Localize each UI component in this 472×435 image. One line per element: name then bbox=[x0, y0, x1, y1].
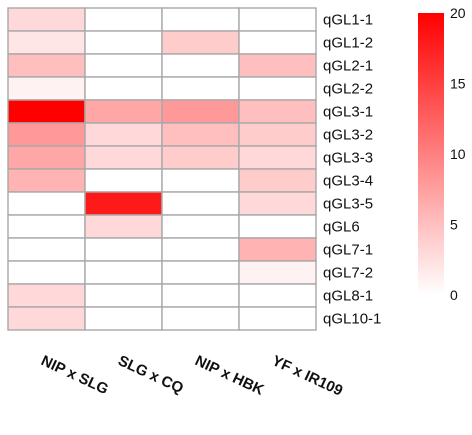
row-label: qGL2-2 bbox=[323, 81, 373, 98]
heatmap-cell bbox=[161, 7, 240, 32]
heatmap-cell bbox=[161, 30, 240, 55]
column-label: YF x IR109 bbox=[269, 352, 345, 399]
column-label: SLG x CQ bbox=[115, 352, 186, 397]
heatmap-cell bbox=[238, 76, 317, 101]
row-label: qGL3-1 bbox=[323, 104, 373, 121]
row-label: qGL7-2 bbox=[323, 265, 373, 282]
color-scale-bar bbox=[418, 13, 444, 295]
heatmap-cell bbox=[7, 53, 86, 78]
heatmap-cell bbox=[238, 30, 317, 55]
heatmap-cell bbox=[238, 283, 317, 308]
heatmap-cell bbox=[161, 99, 240, 124]
column-label: NIP x SLG bbox=[38, 352, 111, 398]
heatmap-cell bbox=[7, 237, 86, 262]
heatmap-cell bbox=[161, 122, 240, 147]
heatmap-cell bbox=[238, 145, 317, 170]
color-scale-tick-label: 10 bbox=[450, 146, 466, 162]
heatmap-cell bbox=[161, 145, 240, 170]
heatmap-cell bbox=[161, 168, 240, 193]
heatmap-cell bbox=[238, 191, 317, 216]
row-labels: qGL1-1 qGL1-2 qGL2-1 qGL2-2 qGL3-1 qGL3-2 qGL3… bbox=[323, 12, 381, 328]
heatmap-cell bbox=[238, 53, 317, 78]
heatmap-cell bbox=[7, 260, 86, 285]
heatmap-cell bbox=[238, 99, 317, 124]
heatmap-cell bbox=[84, 145, 163, 170]
heatmap-cell bbox=[238, 306, 317, 331]
color-scale-tick-label: 15 bbox=[450, 76, 466, 92]
heatmap-cell bbox=[84, 260, 163, 285]
row-label: qGL6 bbox=[323, 219, 360, 236]
heatmap-cell bbox=[7, 168, 86, 193]
heatmap-cell bbox=[84, 191, 163, 216]
heatmap-cell bbox=[238, 122, 317, 147]
heatmap-cell bbox=[7, 145, 86, 170]
color-scale-tick-label: 0 bbox=[450, 287, 458, 303]
color-scale-ticks: 0 5 10 15 20 bbox=[450, 5, 466, 303]
heatmap-cell bbox=[238, 237, 317, 262]
heatmap-cell bbox=[238, 260, 317, 285]
heatmap-cell bbox=[161, 237, 240, 262]
heatmap-cell bbox=[7, 76, 86, 101]
row-label: qGL8-1 bbox=[323, 288, 373, 305]
row-label: qGL3-4 bbox=[323, 173, 373, 190]
heatmap-cell bbox=[161, 260, 240, 285]
heatmap-cell bbox=[84, 214, 163, 239]
heatmap-cell bbox=[161, 76, 240, 101]
row-label: qGL3-2 bbox=[323, 127, 373, 144]
heatmap-cell bbox=[84, 7, 163, 32]
heatmap-cell bbox=[84, 122, 163, 147]
heatmap-cell bbox=[161, 306, 240, 331]
heatmap-cell bbox=[7, 283, 86, 308]
heatmap-cells bbox=[7, 7, 317, 331]
column-label: NIP x HBK bbox=[192, 352, 266, 399]
heatmap-cell bbox=[238, 168, 317, 193]
color-scale-tick-label: 20 bbox=[450, 5, 466, 21]
heatmap-cell bbox=[161, 53, 240, 78]
heatmap-cell bbox=[238, 214, 317, 239]
heatmap-cell bbox=[161, 283, 240, 308]
heatmap-cell bbox=[7, 30, 86, 55]
heatmap-cell bbox=[84, 168, 163, 193]
heatmap-cell bbox=[161, 191, 240, 216]
heatmap-cell bbox=[161, 214, 240, 239]
column-labels: NIP x SLG SLG x CQ NIP x HBK YF x IR109 bbox=[38, 352, 345, 399]
row-label: qGL3-3 bbox=[323, 150, 373, 167]
heatmap-cell bbox=[7, 99, 86, 124]
heatmap-cell bbox=[84, 283, 163, 308]
heatmap-cell bbox=[7, 122, 86, 147]
heatmap-cell bbox=[84, 99, 163, 124]
row-label: qGL3-5 bbox=[323, 196, 373, 213]
heatmap-cell bbox=[84, 76, 163, 101]
row-label: qGL1-2 bbox=[323, 35, 373, 52]
row-label: qGL1-1 bbox=[323, 12, 373, 29]
color-scale-legend: 0 5 10 15 20 bbox=[418, 5, 466, 303]
color-scale-tick-label: 5 bbox=[450, 217, 458, 233]
heatmap-cell bbox=[84, 53, 163, 78]
heatmap-cell bbox=[84, 237, 163, 262]
row-label: qGL2-1 bbox=[323, 58, 373, 75]
heatmap-cell bbox=[238, 7, 317, 32]
heatmap-cell bbox=[7, 214, 86, 239]
heatmap-cell bbox=[84, 306, 163, 331]
heatmap-cell bbox=[7, 7, 86, 32]
row-label: qGL7-1 bbox=[323, 242, 373, 259]
row-label: qGL10-1 bbox=[323, 311, 381, 328]
heatmap-cell bbox=[7, 306, 86, 331]
heatmap-cell bbox=[84, 30, 163, 55]
heatmap-cell bbox=[7, 191, 86, 216]
